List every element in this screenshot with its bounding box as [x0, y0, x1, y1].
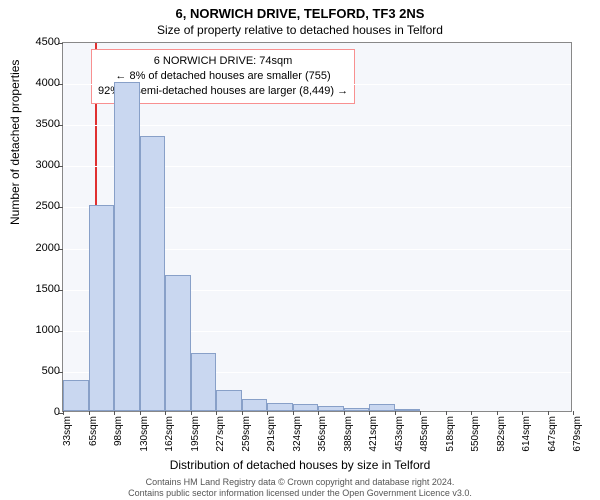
- y-tick-label: 2000: [25, 242, 60, 254]
- info-line-1: 6 NORWICH DRIVE: 74sqm: [98, 54, 348, 69]
- x-tick-label: 614sqm: [521, 416, 532, 461]
- x-tick-mark: [191, 411, 192, 415]
- y-tick-label: 3000: [25, 159, 60, 171]
- histogram-bar: [293, 404, 319, 411]
- x-tick-label: 485sqm: [419, 416, 430, 461]
- histogram-bar: [140, 136, 166, 411]
- histogram-bar: [318, 406, 344, 411]
- x-tick-label: 518sqm: [445, 416, 456, 461]
- y-tick-label: 500: [25, 365, 60, 377]
- x-tick-label: 356sqm: [317, 416, 328, 461]
- x-tick-label: 291sqm: [266, 416, 277, 461]
- y-tick-label: 4000: [25, 77, 60, 89]
- x-tick-mark: [293, 411, 294, 415]
- x-tick-mark: [318, 411, 319, 415]
- x-tick-mark: [471, 411, 472, 415]
- x-tick-mark: [165, 411, 166, 415]
- chart-plot-area: 6 NORWICH DRIVE: 74sqm ← 8% of detached …: [62, 42, 572, 412]
- x-tick-label: 582sqm: [496, 416, 507, 461]
- x-tick-label: 421sqm: [368, 416, 379, 461]
- histogram-bar: [267, 403, 293, 411]
- x-tick-mark: [548, 411, 549, 415]
- x-tick-mark: [267, 411, 268, 415]
- x-tick-mark: [114, 411, 115, 415]
- y-tick-label: 2500: [25, 200, 60, 212]
- y-tick-label: 1500: [25, 283, 60, 295]
- x-tick-mark: [63, 411, 64, 415]
- x-tick-label: 550sqm: [470, 416, 481, 461]
- x-tick-mark: [369, 411, 370, 415]
- x-tick-label: 195sqm: [190, 416, 201, 461]
- y-tick-label: 3500: [25, 118, 60, 130]
- histogram-bar: [165, 275, 191, 411]
- x-tick-label: 227sqm: [215, 416, 226, 461]
- histogram-bar: [89, 205, 115, 411]
- x-tick-label: 33sqm: [62, 416, 73, 461]
- chart-title-sub: Size of property relative to detached ho…: [0, 21, 600, 41]
- chart-title-main: 6, NORWICH DRIVE, TELFORD, TF3 2NS: [0, 0, 600, 21]
- x-tick-mark: [242, 411, 243, 415]
- x-tick-mark: [216, 411, 217, 415]
- y-axis-label: Number of detached properties: [8, 60, 22, 225]
- histogram-bar: [242, 399, 268, 411]
- x-tick-label: 162sqm: [164, 416, 175, 461]
- footer-line-2: Contains public sector information licen…: [0, 488, 600, 499]
- histogram-bar: [344, 408, 370, 411]
- x-tick-label: 679sqm: [572, 416, 583, 461]
- y-tick-label: 1000: [25, 324, 60, 336]
- x-tick-mark: [522, 411, 523, 415]
- footer-attribution: Contains HM Land Registry data © Crown c…: [0, 477, 600, 500]
- histogram-bar: [191, 353, 217, 411]
- histogram-bar: [395, 409, 421, 411]
- x-tick-label: 388sqm: [343, 416, 354, 461]
- x-tick-mark: [573, 411, 574, 415]
- footer-line-1: Contains HM Land Registry data © Crown c…: [0, 477, 600, 488]
- x-tick-mark: [420, 411, 421, 415]
- x-tick-label: 98sqm: [113, 416, 124, 461]
- x-tick-label: 453sqm: [394, 416, 405, 461]
- x-tick-label: 130sqm: [139, 416, 150, 461]
- x-tick-label: 65sqm: [88, 416, 99, 461]
- histogram-bar: [63, 380, 89, 411]
- x-tick-label: 324sqm: [292, 416, 303, 461]
- histogram-bar: [369, 404, 395, 411]
- y-tick-label: 0: [25, 406, 60, 418]
- y-tick-label: 4500: [25, 36, 60, 48]
- x-tick-mark: [344, 411, 345, 415]
- x-tick-mark: [140, 411, 141, 415]
- x-tick-label: 259sqm: [241, 416, 252, 461]
- histogram-bar: [114, 82, 140, 411]
- x-tick-mark: [497, 411, 498, 415]
- x-tick-mark: [89, 411, 90, 415]
- x-tick-mark: [446, 411, 447, 415]
- histogram-bar: [216, 390, 242, 411]
- x-tick-mark: [395, 411, 396, 415]
- x-tick-label: 647sqm: [547, 416, 558, 461]
